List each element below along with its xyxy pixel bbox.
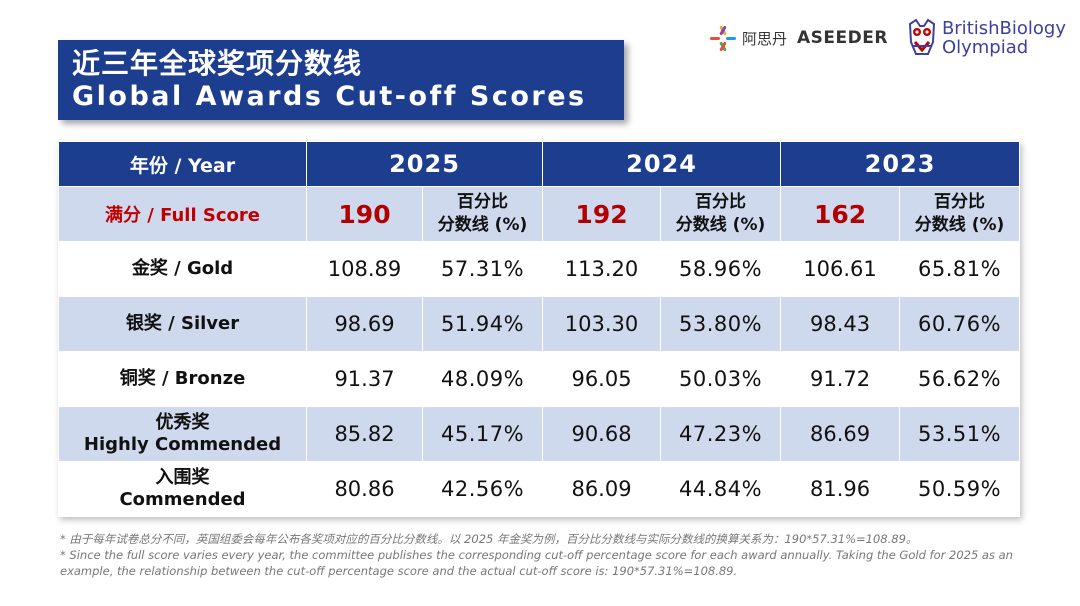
percentage-cell: 48.09%: [421, 351, 544, 407]
award-label: 金奖 / Gold: [58, 241, 307, 297]
percentage-cell: 58.96%: [660, 241, 782, 297]
award-row-silver: 银奖 / Silver 98.69 51.94% 103.30 53.80% 9…: [58, 296, 1021, 352]
percentage-header-line2: 分数线 (%): [675, 215, 766, 235]
award-row-gold: 金奖 / Gold 108.89 57.31% 113.20 58.96% 10…: [58, 241, 1021, 297]
percentage-header-line1: 百分比: [457, 192, 508, 212]
percentage-cell: 50.59%: [899, 461, 1021, 517]
percentage-cell: 57.31%: [421, 241, 544, 297]
percentage-header: 百分比分数线 (%): [421, 186, 544, 242]
percentage-header: 百分比分数线 (%): [660, 186, 782, 242]
percentage-cell: 51.94%: [421, 296, 544, 352]
percentage-header-line2: 分数线 (%): [437, 215, 528, 235]
award-row-bronze: 铜奖 / Bronze 91.37 48.09% 96.05 50.03% 91…: [58, 351, 1021, 407]
award-label-line1: 入围奖: [155, 467, 210, 488]
full-score-row: 满分 / Full Score 190 百分比分数线 (%) 192 百分比分数…: [58, 186, 1021, 242]
footnote-cn: * 由于每年试卷总分不同，英国组委会每年公布各奖项对应的百分比分数线。以 202…: [60, 532, 918, 546]
score-cell: 90.68: [542, 406, 662, 462]
score-cell: 85.82: [306, 406, 423, 462]
award-label-line1: 金奖 / Gold: [131, 258, 234, 279]
percentage-header-line2: 分数线 (%): [914, 215, 1005, 235]
year-header: 2025: [305, 141, 544, 187]
percentage-cell: 53.80%: [660, 296, 782, 352]
full-score-value: 192: [542, 186, 662, 242]
percentage-cell: 47.23%: [660, 406, 782, 462]
score-cell: 91.72: [780, 351, 901, 407]
scores-table: 年份 / Year 2025 2024 2023 满分 / Full Score…: [58, 141, 1021, 517]
asi-logo: 阿思丹: [709, 25, 787, 52]
score-cell: 108.89: [306, 241, 423, 297]
score-cell: 113.20: [542, 241, 662, 297]
bbo-brand-line2: Olympiad: [941, 37, 1029, 58]
asi-star-icon: [709, 25, 736, 52]
score-cell: 81.96: [780, 461, 901, 517]
percentage-cell: 45.17%: [421, 406, 544, 462]
award-label-line2: Commended: [119, 489, 246, 510]
percentage-cell: 50.03%: [660, 351, 782, 407]
award-label: 入围奖 Commended: [58, 461, 307, 517]
award-label: 银奖 / Silver: [58, 296, 307, 352]
award-label: 优秀奖 Highly Commended: [58, 406, 307, 462]
page-title-cn: 近三年全球奖项分数线: [72, 47, 363, 80]
score-cell: 86.09: [542, 461, 662, 517]
score-cell: 96.05: [542, 351, 662, 407]
percentage-cell: 60.76%: [899, 296, 1021, 352]
score-cell: 98.43: [780, 296, 901, 352]
asi-brand-cn: 阿思丹: [741, 29, 787, 48]
percentage-cell: 56.62%: [899, 351, 1021, 407]
owl-icon: [908, 18, 935, 55]
score-cell: 98.69: [306, 296, 423, 352]
title-banner: 近三年全球奖项分数线 Global Awards Cut-off Scores: [58, 40, 624, 120]
full-score-value: 162: [780, 186, 901, 242]
year-header: 2023: [780, 141, 1021, 187]
full-score-label: 满分 / Full Score: [58, 186, 307, 242]
percentage-header: 百分比分数线 (%): [899, 186, 1021, 242]
award-row-highly-commended: 优秀奖 Highly Commended 85.82 45.17% 90.68 4…: [58, 406, 1021, 462]
percentage-cell: 53.51%: [899, 406, 1021, 462]
score-cell: 80.86: [306, 461, 423, 517]
award-row-commended: 入围奖 Commended 80.86 42.56% 86.09 44.84% 8…: [58, 461, 1021, 517]
award-label-line2: Highly Commended: [83, 434, 282, 455]
award-label-line1: 银奖 / Silver: [125, 313, 240, 334]
page-title-en: Global Awards Cut-off Scores: [72, 81, 587, 112]
year-header: 2024: [542, 141, 782, 187]
year-header-label: 年份 / Year: [58, 141, 307, 187]
percentage-cell: 42.56%: [421, 461, 544, 517]
award-label-line1: 优秀奖: [155, 412, 210, 433]
percentage-header-line1: 百分比: [934, 192, 986, 212]
full-score-value: 190: [306, 186, 423, 242]
award-label-line1: 铜奖 / Bronze: [119, 368, 246, 389]
score-cell: 91.37: [306, 351, 423, 407]
percentage-header-line1: 百分比: [695, 192, 747, 212]
bbo-logo: BritishBiology Olympiad: [906, 16, 1066, 60]
bbo-brand-line1: BritishBiology: [941, 18, 1066, 39]
footnote-en: * Since the full score varies every year…: [60, 548, 1013, 578]
table-header-row: 年份 / Year 2025 2024 2023: [58, 141, 1021, 187]
logo-bar: 阿思丹 ASEEDER BritishBiology Olympiad: [709, 10, 1066, 66]
footnotes: * 由于每年试卷总分不同，英国组委会每年公布各奖项对应的百分比分数线。以 202…: [60, 531, 1045, 579]
score-cell: 86.69: [780, 406, 901, 462]
percentage-cell: 65.81%: [899, 241, 1021, 297]
score-cell: 106.61: [780, 241, 901, 297]
award-label: 铜奖 / Bronze: [58, 351, 307, 407]
aseeder-brand: ASEEDER: [796, 28, 888, 48]
percentage-cell: 44.84%: [660, 461, 782, 517]
score-cell: 103.30: [542, 296, 662, 352]
